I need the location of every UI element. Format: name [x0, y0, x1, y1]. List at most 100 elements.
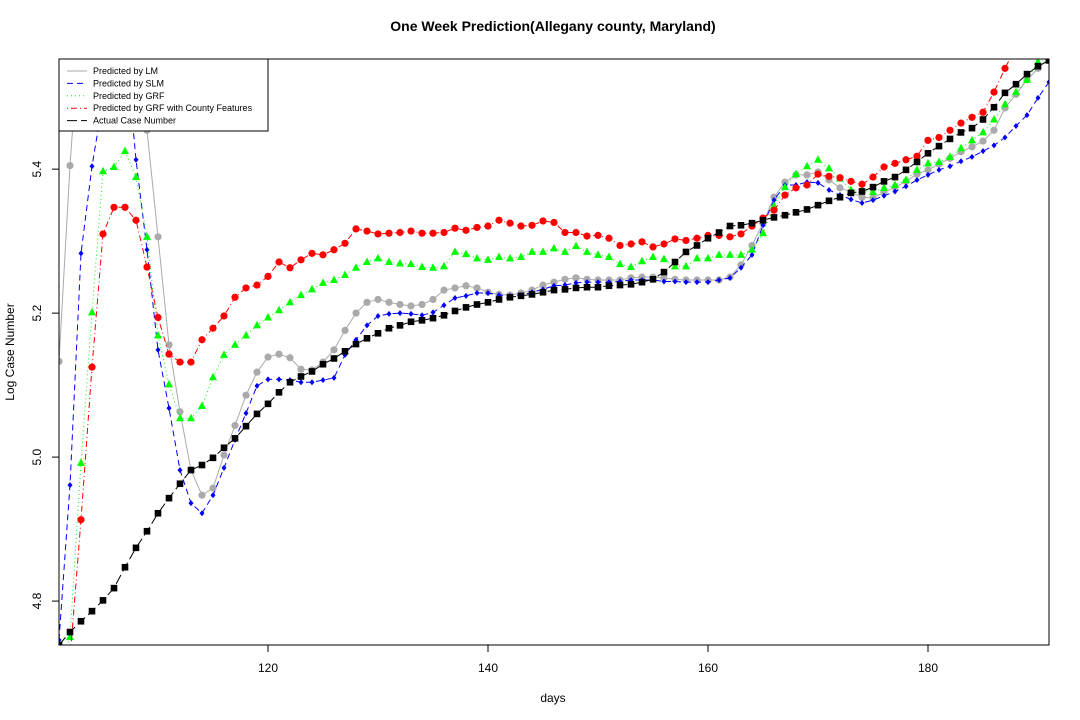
point: [1023, 75, 1031, 83]
point: [429, 263, 437, 271]
point: [968, 135, 976, 144]
point: [990, 126, 998, 134]
point: [649, 252, 657, 260]
point: [352, 340, 360, 348]
point: [165, 350, 173, 358]
point: [671, 258, 679, 266]
point: [638, 278, 646, 286]
point: [880, 163, 888, 171]
point: [242, 391, 250, 399]
point: [297, 256, 305, 264]
point: [550, 218, 558, 227]
point: [1046, 79, 1049, 86]
point: [693, 234, 701, 242]
point: [616, 259, 624, 268]
point: [649, 243, 657, 251]
point: [836, 193, 844, 201]
point: [187, 466, 195, 474]
point: [429, 314, 437, 322]
point: [979, 137, 987, 145]
point: [166, 405, 172, 412]
point: [902, 166, 910, 174]
point: [683, 279, 689, 286]
point: [737, 230, 745, 238]
point: [143, 232, 151, 240]
point: [759, 228, 767, 237]
point: [991, 142, 997, 149]
point: [474, 289, 480, 296]
point: [451, 284, 459, 292]
point: [220, 350, 228, 358]
point: [121, 563, 129, 571]
x-tick-label: 180: [918, 661, 938, 675]
point: [286, 264, 294, 272]
point: [957, 129, 965, 136]
point: [561, 228, 569, 237]
point: [605, 282, 613, 290]
point: [473, 253, 481, 262]
point: [726, 222, 734, 230]
point: [704, 234, 712, 242]
point: [737, 250, 745, 258]
point: [671, 235, 679, 243]
point: [892, 188, 898, 195]
point: [133, 156, 139, 163]
point: [220, 451, 228, 459]
point: [341, 270, 349, 278]
point: [803, 206, 811, 213]
point: [781, 211, 789, 219]
point: [473, 301, 481, 308]
point: [99, 166, 107, 175]
point: [726, 250, 734, 258]
point: [847, 189, 855, 197]
point: [462, 304, 470, 311]
point: [363, 335, 371, 342]
point: [1045, 59, 1049, 64]
point: [672, 278, 678, 285]
point: [462, 249, 470, 258]
point: [385, 257, 393, 266]
point: [463, 292, 469, 299]
point: [594, 283, 602, 291]
point: [176, 480, 184, 488]
point: [528, 291, 536, 298]
point: [979, 116, 987, 123]
point: [154, 330, 162, 339]
point: [275, 305, 283, 314]
point: [936, 166, 942, 173]
point: [221, 464, 227, 471]
point: [440, 261, 448, 270]
point: [407, 259, 415, 268]
point: [165, 379, 173, 388]
point: [770, 214, 778, 221]
point: [605, 252, 613, 260]
point: [814, 155, 822, 163]
point: [154, 313, 162, 322]
point: [231, 421, 239, 430]
point: [198, 401, 206, 409]
point: [561, 247, 569, 255]
point: [363, 227, 371, 235]
point: [143, 263, 151, 271]
point: [385, 229, 393, 237]
point: [660, 240, 668, 248]
point: [924, 150, 932, 157]
y-tick-label: 5.2: [30, 304, 44, 321]
point: [264, 272, 272, 281]
point: [88, 363, 96, 371]
point: [616, 281, 624, 289]
point: [661, 278, 667, 285]
point: [506, 219, 514, 227]
point: [814, 201, 822, 209]
point: [188, 500, 194, 507]
point: [66, 628, 74, 636]
point: [99, 230, 107, 238]
point: [539, 217, 547, 225]
point: [748, 245, 756, 253]
point: [462, 226, 470, 234]
point: [914, 176, 920, 183]
point: [418, 317, 426, 324]
point: [176, 413, 184, 422]
point: [407, 227, 415, 235]
point: [484, 222, 492, 230]
